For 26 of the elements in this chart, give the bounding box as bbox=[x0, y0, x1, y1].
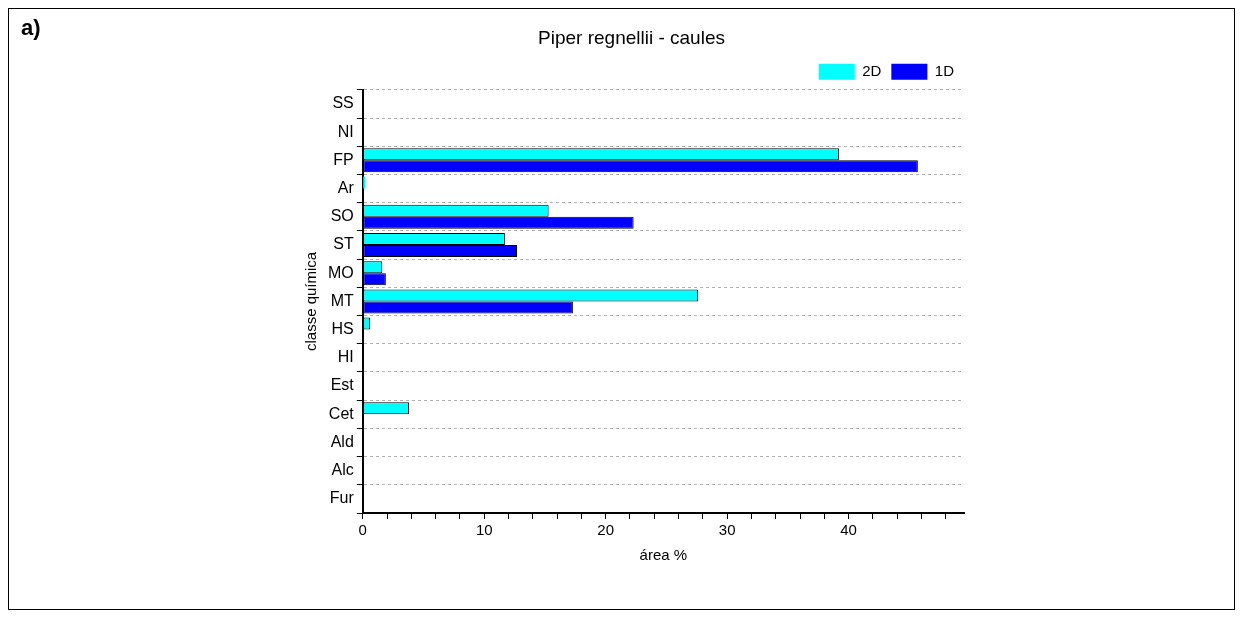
y-tick-label: MO bbox=[327, 263, 354, 281]
x-tick-label: 0 bbox=[358, 521, 367, 539]
y-tick-label: Est bbox=[330, 376, 355, 394]
x-tick-label: 30 bbox=[718, 521, 736, 539]
legend-label: 2D bbox=[862, 61, 882, 79]
y-tick-label: NI bbox=[337, 122, 354, 140]
y-tick-label: FP bbox=[333, 150, 354, 168]
y-tick-label: Fur bbox=[329, 489, 355, 507]
chart-title: Piper regnellii - caules bbox=[538, 26, 725, 48]
y-tick-label: MT bbox=[330, 291, 354, 309]
y-tick-label: HI bbox=[337, 348, 354, 366]
legend-label: 1D bbox=[934, 61, 955, 79]
x-axis-title: área % bbox=[639, 546, 688, 564]
y-tick-label: Ald bbox=[330, 432, 354, 450]
x-tick-label: 40 bbox=[840, 521, 857, 539]
x-tick-label: 20 bbox=[597, 521, 615, 539]
y-tick-label: HS bbox=[331, 320, 354, 338]
x-tick-label: 10 bbox=[475, 521, 493, 539]
y-axis-title: classe química bbox=[302, 251, 320, 352]
y-tick-label: SS bbox=[332, 94, 354, 112]
y-tick-label: Alc bbox=[331, 461, 354, 479]
y-tick-label: Ar bbox=[337, 178, 355, 196]
y-tick-label: SO bbox=[330, 207, 354, 225]
y-tick-label: ST bbox=[333, 235, 354, 253]
text: a) bbox=[21, 15, 41, 41]
y-tick-label: Cet bbox=[328, 404, 355, 422]
